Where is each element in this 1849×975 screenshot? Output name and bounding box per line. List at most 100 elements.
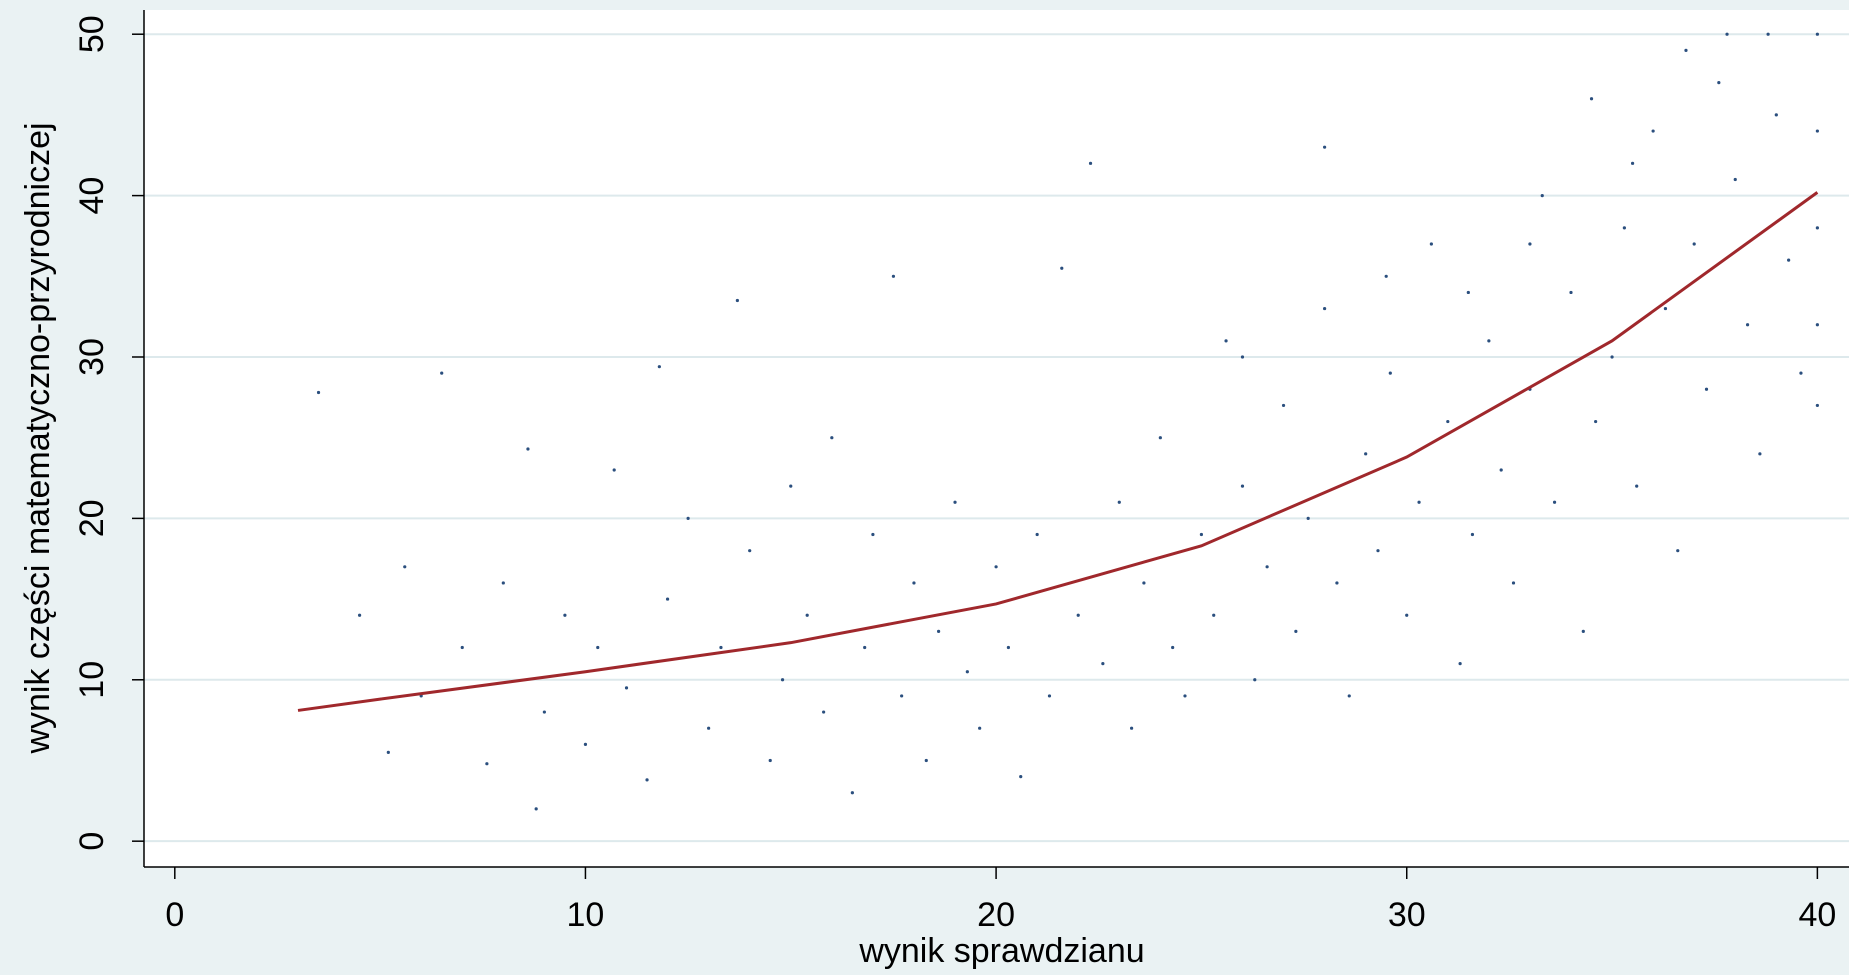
point	[1212, 613, 1216, 617]
point	[994, 565, 998, 569]
point	[1294, 629, 1298, 633]
point	[900, 694, 904, 698]
point	[1101, 662, 1105, 666]
point	[542, 710, 546, 714]
point	[1306, 516, 1310, 520]
point	[1487, 339, 1491, 343]
point	[1774, 113, 1778, 117]
point	[863, 645, 867, 650]
point	[871, 532, 875, 537]
x-tick-label: 30	[1388, 896, 1426, 934]
point	[1499, 468, 1503, 472]
point	[1815, 403, 1819, 408]
point	[686, 516, 690, 520]
point	[1240, 484, 1245, 488]
point	[748, 549, 752, 553]
point	[1388, 371, 1392, 375]
point	[1384, 274, 1388, 278]
point	[1240, 355, 1245, 359]
point	[1511, 581, 1516, 585]
x-tick-label: 0	[165, 896, 184, 934]
point	[1171, 645, 1175, 650]
point	[657, 365, 661, 369]
point	[1076, 613, 1080, 617]
point	[403, 565, 407, 569]
point	[978, 726, 982, 730]
point	[912, 581, 916, 585]
point	[1281, 403, 1286, 408]
point	[1684, 48, 1688, 52]
point	[645, 778, 649, 782]
point	[1815, 323, 1819, 327]
point	[1635, 484, 1639, 488]
point	[1470, 532, 1475, 537]
point	[1704, 387, 1709, 391]
point	[440, 371, 444, 375]
point	[1663, 306, 1668, 311]
point	[1047, 694, 1052, 698]
point	[1745, 323, 1750, 327]
fit-line	[297, 191, 1819, 712]
point	[665, 597, 670, 601]
point	[1725, 32, 1729, 36]
point	[1622, 226, 1626, 230]
x-tick-label: 40	[1798, 896, 1836, 934]
point	[1265, 565, 1269, 569]
point	[1581, 629, 1585, 633]
point	[1224, 339, 1228, 343]
point	[1466, 290, 1470, 295]
point	[780, 678, 785, 682]
point	[830, 436, 834, 440]
point	[1594, 419, 1598, 424]
point	[1630, 161, 1635, 165]
point	[1130, 726, 1134, 730]
point	[563, 613, 567, 617]
point	[1717, 81, 1721, 85]
point	[1158, 436, 1162, 440]
point	[1676, 549, 1680, 553]
point	[1417, 500, 1421, 504]
point	[1088, 161, 1093, 165]
point	[1589, 97, 1594, 101]
point	[485, 762, 489, 766]
point	[316, 390, 321, 395]
point	[965, 670, 969, 674]
point	[1035, 532, 1039, 537]
point	[1253, 678, 1257, 682]
point	[1540, 194, 1544, 198]
point	[1528, 242, 1532, 246]
point	[1347, 694, 1351, 698]
x-tick-label: 10	[567, 896, 605, 934]
plot-area	[144, 10, 1849, 867]
y-tick-label: 30	[73, 338, 111, 376]
point	[1364, 452, 1368, 456]
point	[1799, 371, 1803, 375]
point	[805, 613, 809, 617]
point	[936, 629, 941, 633]
point	[534, 807, 538, 811]
y-axis-title: wynik części matematyczno-przyrodniczej	[19, 122, 57, 754]
point	[1060, 266, 1064, 270]
point	[1610, 355, 1614, 359]
y-tick-label: 20	[73, 499, 111, 537]
point	[1323, 306, 1327, 311]
x-axis-title: wynik sprawdzianu	[858, 932, 1144, 970]
point	[1552, 500, 1557, 504]
point	[1117, 500, 1121, 504]
point	[768, 758, 772, 763]
point	[1429, 242, 1433, 246]
y-tick-label: 0	[73, 832, 111, 851]
point	[1006, 645, 1011, 650]
point	[612, 468, 616, 472]
point	[1758, 452, 1762, 456]
point	[596, 645, 600, 650]
point	[1651, 129, 1655, 133]
y-tick-label: 40	[73, 177, 111, 215]
point	[707, 726, 711, 730]
point	[1323, 145, 1327, 149]
point	[1733, 177, 1737, 182]
point	[1692, 242, 1696, 246]
point	[789, 484, 793, 488]
